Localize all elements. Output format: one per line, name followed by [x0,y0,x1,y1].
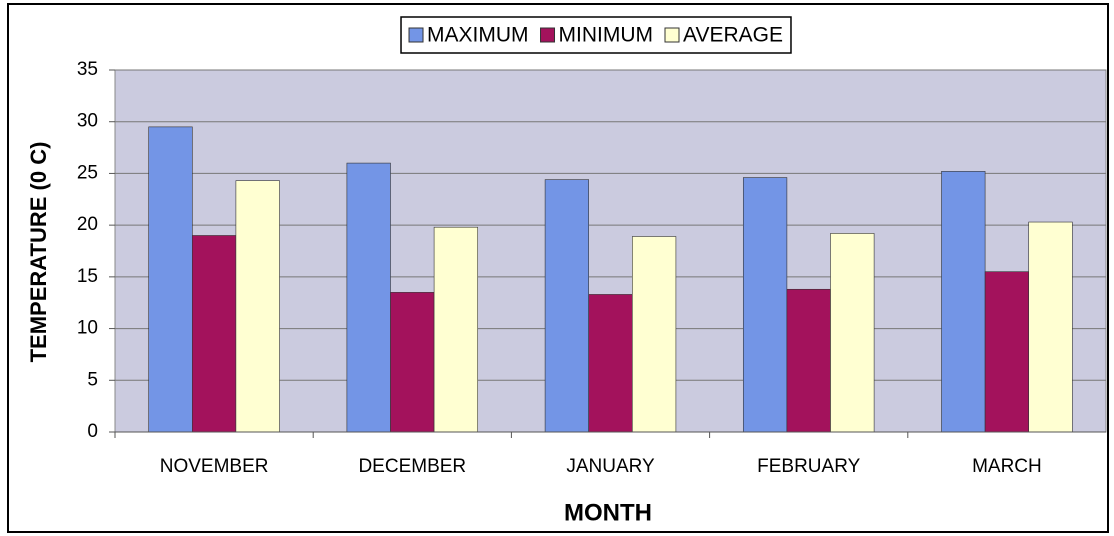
legend-label: MAXIMUM [427,24,529,47]
y-tick-label: 30 [77,111,98,132]
y-tick-label: 15 [77,266,98,287]
y-tick-label: 10 [77,318,98,339]
x-axis-label: MONTH [564,499,652,526]
legend-swatch [664,27,680,43]
bar [346,162,391,433]
y-axis-label: TEMPERATURE (0 C) [26,142,51,363]
x-tick-label: NOVEMBER [160,456,269,477]
bar [191,235,237,433]
legend-swatch [540,27,556,43]
legend-swatch [408,27,424,43]
bar [433,226,479,433]
bar [632,236,677,433]
bar [941,171,986,433]
x-tick-label: DECEMBER [358,456,466,477]
y-tick-label: 5 [87,369,98,390]
bar [1028,221,1073,433]
bar [786,288,831,433]
y-tick-label: 0 [87,421,98,442]
y-tick-label: 20 [77,214,98,235]
bar [235,180,280,433]
legend-box [400,16,792,54]
bar [390,292,435,433]
x-tick-label: FEBRUARY [757,456,860,477]
x-tick-label: JANUARY [566,456,655,477]
legend-label: AVERAGE [683,24,783,47]
bar [148,126,193,433]
legend-label: MINIMUM [559,24,653,47]
y-tick-label: 25 [77,162,98,183]
bar [830,233,875,433]
bar [742,177,788,433]
bar [544,179,589,433]
bar [588,294,633,433]
y-tick-label: 35 [77,59,98,80]
x-tick-label: MARCH [972,456,1042,477]
bar [984,271,1030,433]
